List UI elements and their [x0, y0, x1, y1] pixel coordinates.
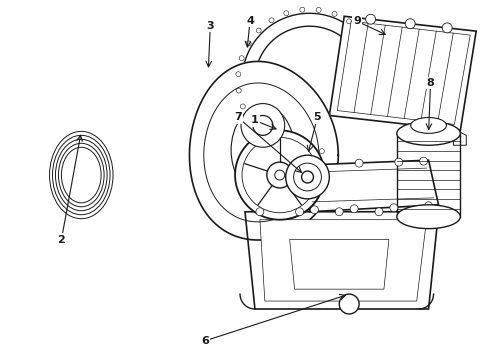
Circle shape: [236, 72, 241, 77]
Circle shape: [316, 8, 321, 12]
Circle shape: [359, 30, 364, 35]
Circle shape: [240, 104, 245, 109]
Circle shape: [295, 208, 303, 216]
Circle shape: [405, 19, 415, 29]
Circle shape: [269, 18, 274, 23]
Circle shape: [242, 137, 318, 213]
Polygon shape: [245, 212, 439, 309]
Circle shape: [311, 206, 319, 214]
Ellipse shape: [397, 121, 460, 145]
Circle shape: [246, 41, 251, 46]
Circle shape: [366, 14, 375, 24]
Circle shape: [316, 160, 323, 168]
Circle shape: [294, 163, 321, 191]
Circle shape: [339, 294, 359, 314]
Text: 9: 9: [353, 16, 361, 26]
Circle shape: [256, 28, 261, 33]
Circle shape: [239, 56, 244, 61]
Circle shape: [425, 202, 433, 210]
Circle shape: [256, 208, 264, 216]
Polygon shape: [337, 21, 470, 125]
Circle shape: [390, 204, 398, 212]
Text: 8: 8: [427, 78, 435, 88]
Circle shape: [259, 131, 264, 136]
Polygon shape: [453, 129, 466, 145]
Circle shape: [235, 130, 324, 220]
Circle shape: [335, 208, 343, 216]
Text: 7: 7: [234, 112, 242, 122]
Circle shape: [369, 42, 374, 48]
Text: 1: 1: [251, 116, 259, 126]
Circle shape: [350, 205, 358, 213]
Circle shape: [375, 208, 383, 216]
Circle shape: [275, 170, 285, 180]
Circle shape: [442, 23, 452, 33]
Circle shape: [395, 158, 403, 166]
Circle shape: [287, 147, 292, 152]
Circle shape: [415, 208, 422, 216]
Text: 2: 2: [57, 234, 65, 244]
Circle shape: [284, 11, 289, 16]
Text: 5: 5: [314, 112, 321, 122]
Circle shape: [303, 150, 308, 154]
Circle shape: [301, 171, 314, 183]
Circle shape: [248, 118, 253, 123]
Circle shape: [241, 104, 285, 147]
Circle shape: [419, 157, 428, 165]
Text: 3: 3: [206, 21, 214, 31]
Polygon shape: [329, 16, 476, 130]
Ellipse shape: [231, 105, 294, 195]
Circle shape: [286, 155, 329, 199]
Circle shape: [300, 7, 305, 12]
Circle shape: [346, 19, 352, 24]
Polygon shape: [242, 13, 370, 148]
Ellipse shape: [411, 117, 446, 133]
Text: 6: 6: [201, 336, 209, 346]
Circle shape: [319, 149, 324, 154]
Polygon shape: [305, 160, 439, 212]
Circle shape: [267, 162, 293, 188]
Circle shape: [236, 88, 241, 93]
Circle shape: [332, 12, 337, 16]
Circle shape: [272, 140, 277, 145]
Polygon shape: [190, 62, 338, 240]
Circle shape: [355, 159, 363, 167]
Polygon shape: [290, 239, 389, 289]
Circle shape: [253, 116, 273, 135]
Text: 4: 4: [246, 16, 254, 26]
Ellipse shape: [397, 205, 460, 229]
Polygon shape: [260, 220, 427, 301]
